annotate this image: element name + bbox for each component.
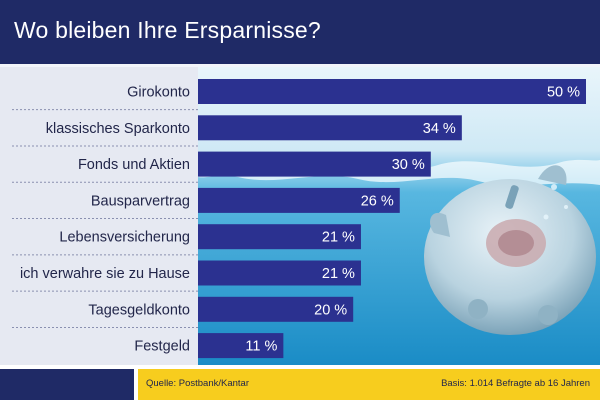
footer-bar [138, 369, 600, 400]
source-note: Quelle: Postbank/Kantar [146, 378, 249, 389]
header-divider [0, 64, 600, 67]
value-label: 50 % [547, 85, 580, 101]
basis-note: Basis: 1.014 Befragte ab 16 Jahren [441, 378, 590, 389]
category-label: klassisches Sparkonto [46, 121, 190, 137]
bar-1 [198, 115, 462, 141]
value-label: 21 % [322, 230, 355, 246]
category-label: Festgeld [134, 339, 190, 355]
value-label: 26 % [361, 193, 394, 209]
piggy-bank-icon [424, 165, 596, 335]
category-label: ich verwahre sie zu Hause [20, 266, 190, 282]
category-label: Girokonto [127, 85, 190, 101]
header-bar: Wo bleiben Ihre Ersparnisse? [0, 0, 600, 64]
category-label: Tagesgeldkonto [88, 302, 190, 318]
category-label: Fonds und Aktien [78, 157, 190, 173]
bar-5 [198, 260, 361, 286]
bar-2 [198, 151, 431, 177]
page-title: Wo bleiben Ihre Ersparnisse? [14, 17, 321, 43]
bar-chart: Girokonto 50 % klassisches Sparkonto 34 % Fo… [12, 79, 586, 359]
label-panel [0, 67, 198, 365]
bar-4 [198, 224, 361, 250]
category-label: Lebensversicherung [59, 230, 190, 246]
bar-7 [198, 333, 284, 359]
value-label: 30 % [392, 157, 425, 173]
footer-accent-block [0, 369, 134, 400]
bar-0 [198, 79, 586, 104]
value-label: 21 % [322, 266, 355, 282]
bar-6 [198, 296, 354, 322]
value-label: 34 % [423, 121, 456, 137]
value-label: 20 % [314, 302, 347, 318]
category-label: Bausparvertrag [91, 193, 190, 209]
bar-3 [198, 187, 400, 213]
value-label: 11 % [245, 339, 277, 355]
